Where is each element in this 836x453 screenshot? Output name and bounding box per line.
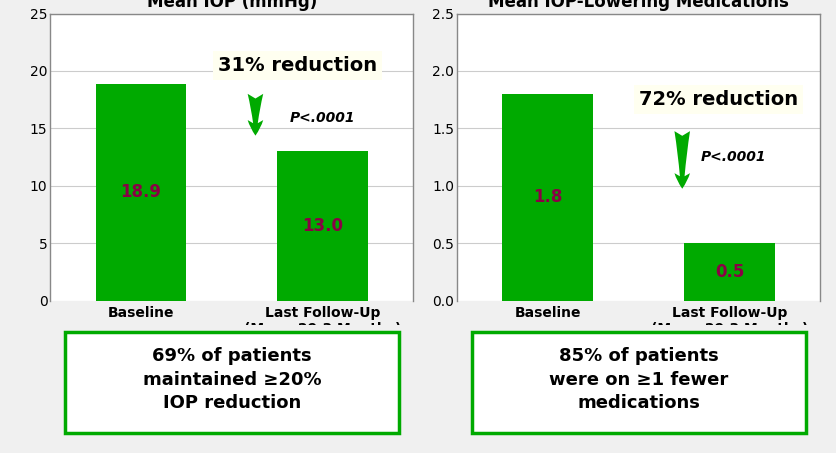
- Text: 85% of patients
were on ≥1 fewer
medications: 85% of patients were on ≥1 fewer medicat…: [548, 347, 727, 412]
- Text: 69% of patients
maintained ≥20%
IOP reduction: 69% of patients maintained ≥20% IOP redu…: [142, 347, 321, 412]
- Title: Mean IOP-Lowering Medications: Mean IOP-Lowering Medications: [487, 0, 788, 11]
- Bar: [277, 151, 368, 300]
- Text: P<.0001: P<.0001: [700, 150, 765, 164]
- Bar: [95, 84, 186, 300]
- Text: 31% reduction: 31% reduction: [217, 56, 376, 75]
- Text: 1.8: 1.8: [533, 188, 562, 206]
- FancyBboxPatch shape: [64, 332, 399, 433]
- Text: 0.5: 0.5: [714, 263, 743, 281]
- Text: 72% reduction: 72% reduction: [638, 90, 798, 109]
- Text: P<.0001: P<.0001: [289, 111, 355, 125]
- Title: Mean IOP (mmHg): Mean IOP (mmHg): [146, 0, 317, 11]
- FancyBboxPatch shape: [471, 332, 805, 433]
- Text: 13.0: 13.0: [302, 217, 343, 235]
- Bar: [683, 243, 774, 300]
- Bar: [502, 94, 593, 300]
- Text: 18.9: 18.9: [120, 183, 161, 201]
